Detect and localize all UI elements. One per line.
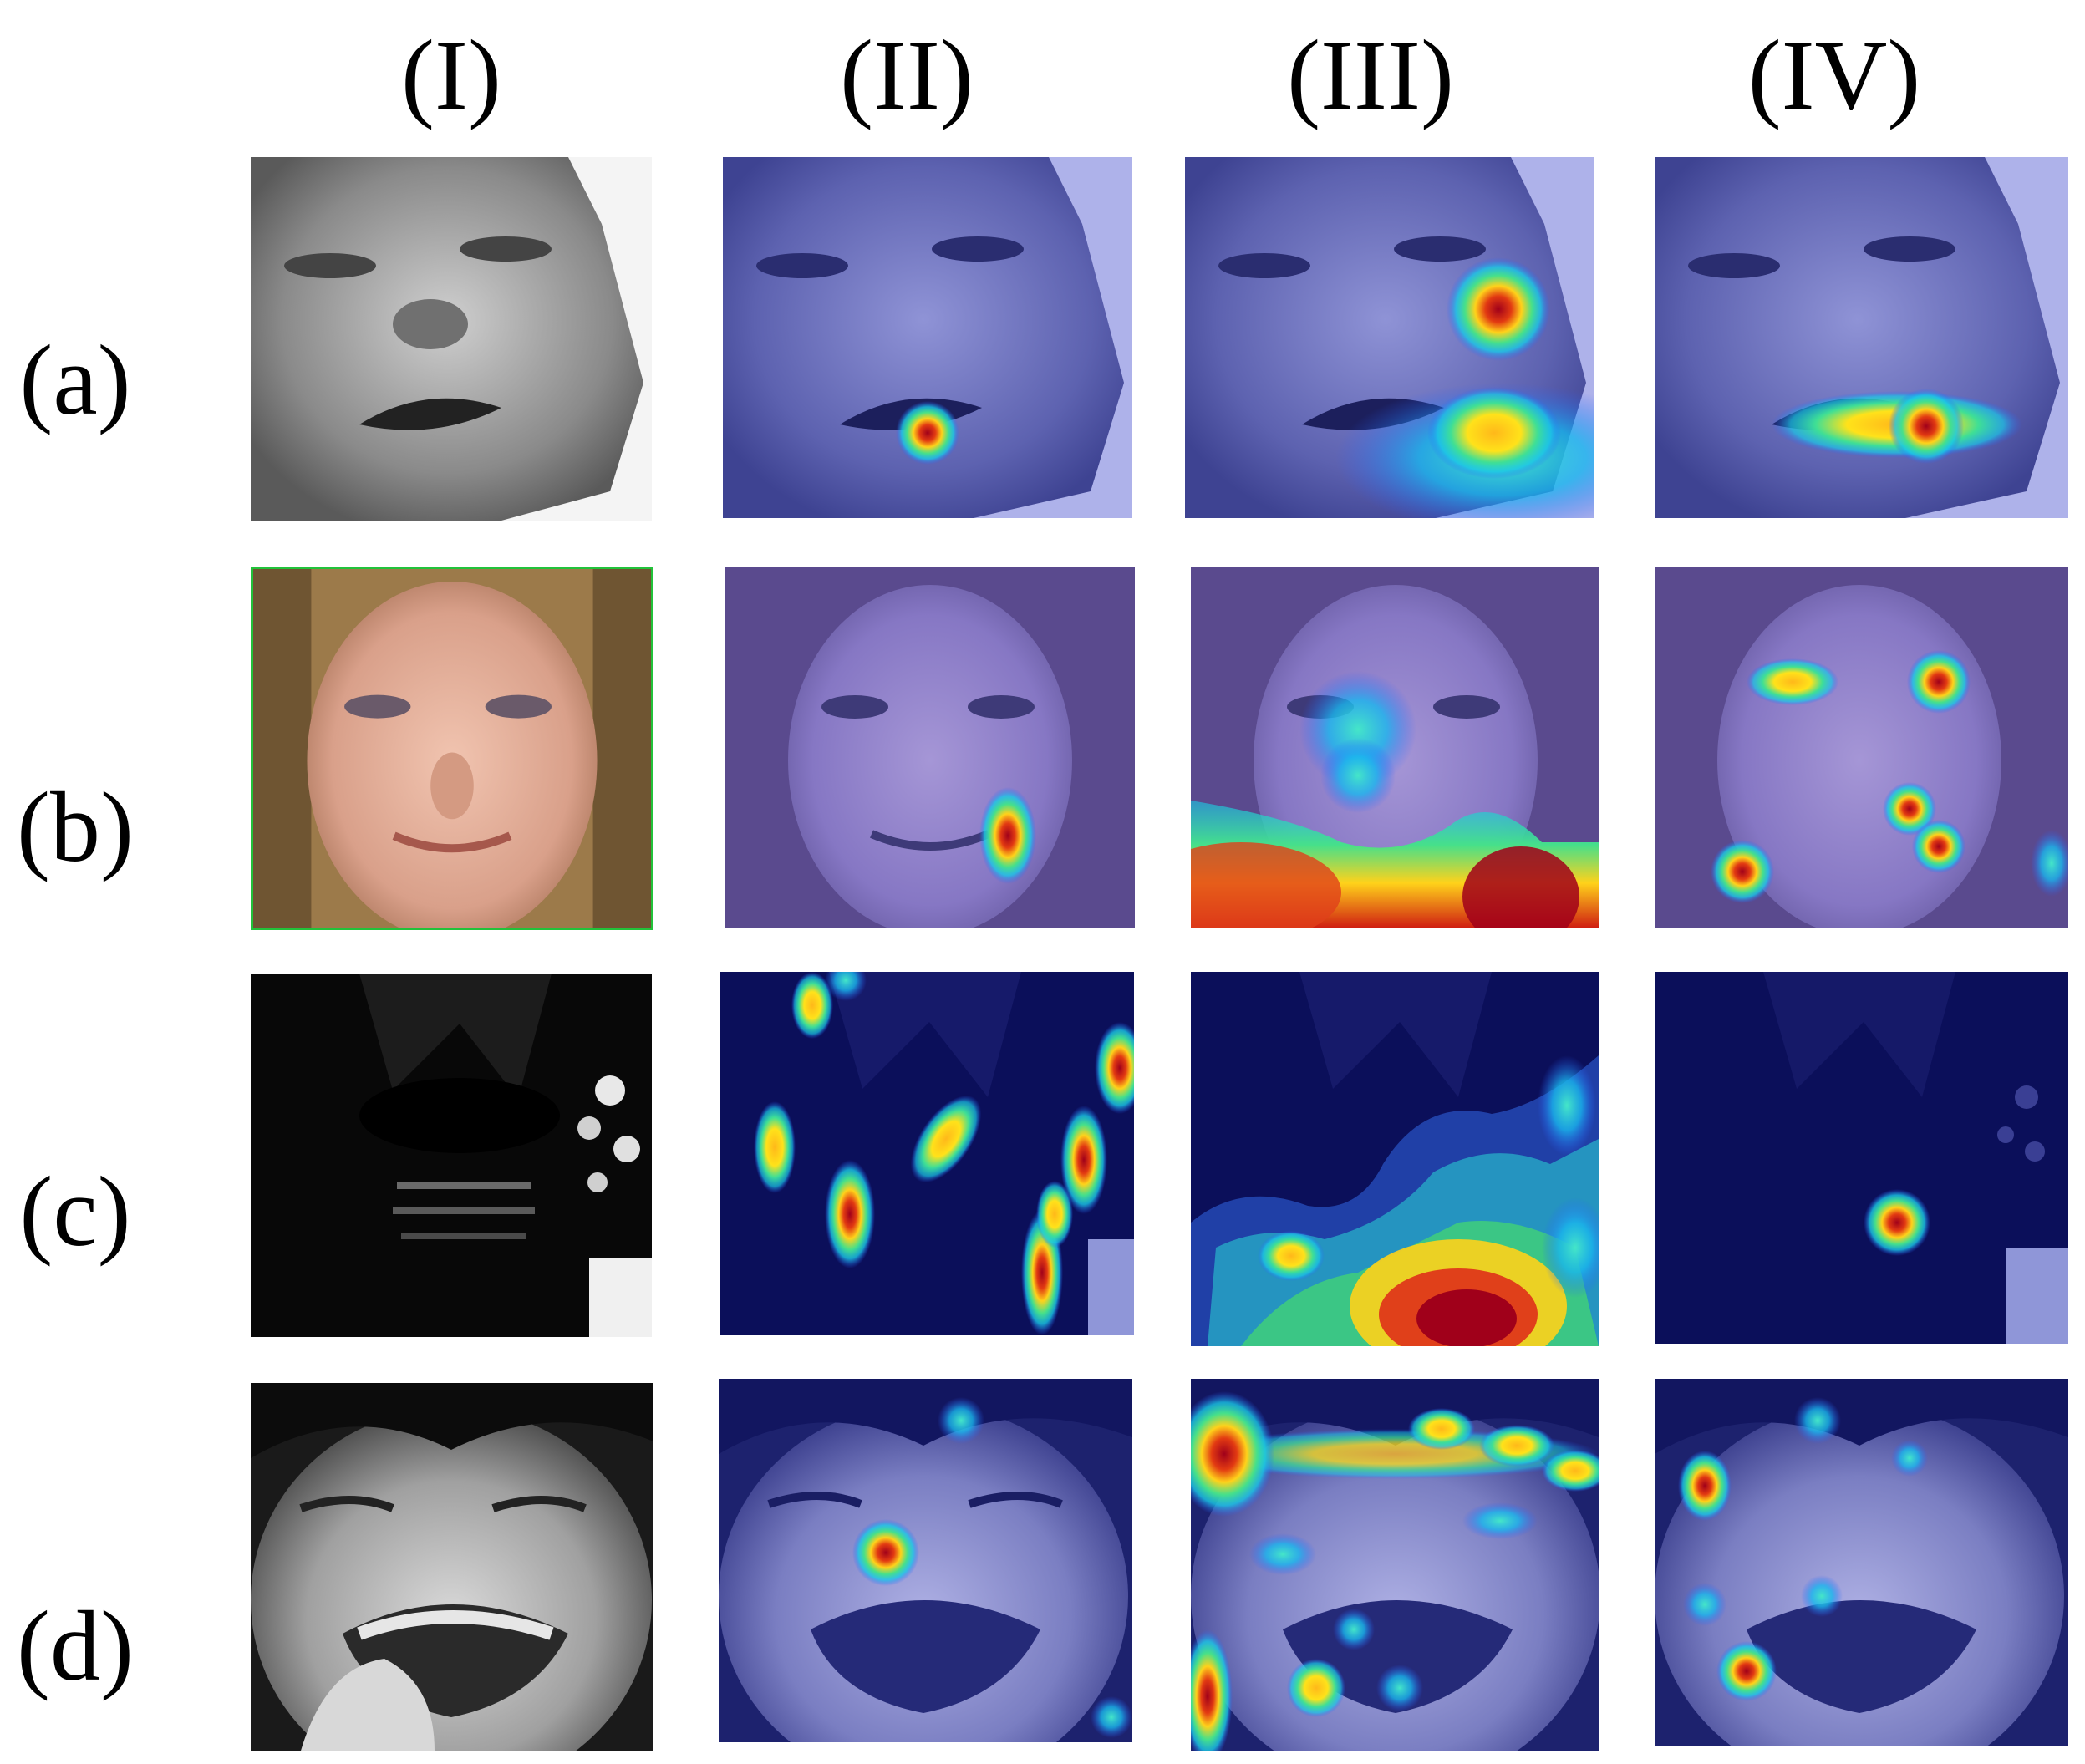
column-label-III: (III): [1287, 19, 1454, 130]
column-label-IV: (IV): [1747, 19, 1921, 130]
column-label-II: (II): [840, 19, 974, 130]
panel-a-IV-heatmap: [1655, 157, 2068, 518]
panel-c-IV-heatmap: [1655, 972, 2068, 1344]
column-label-I: (I): [401, 19, 501, 130]
panel-c-I-input-image: [251, 974, 652, 1337]
panel-a-I-input-image: [251, 157, 652, 521]
panel-d-I-input-image: [251, 1383, 653, 1751]
panel-d-III-heatmap: [1191, 1379, 1599, 1751]
row-label-d: (d): [17, 1590, 134, 1701]
panel-b-I-input-image: [251, 567, 653, 930]
panel-d-IV-heatmap: [1655, 1379, 2068, 1746]
panel-a-II-heatmap: [723, 157, 1132, 518]
panel-c-III-heatmap: [1191, 972, 1599, 1346]
panel-b-IV-heatmap: [1655, 567, 2068, 928]
panel-b-III-heatmap: [1191, 567, 1599, 928]
row-label-a: (a): [19, 324, 131, 435]
row-label-b: (b): [17, 771, 134, 882]
panel-b-II-heatmap: [725, 567, 1135, 928]
row-label-c: (c): [19, 1156, 131, 1267]
panel-d-II-heatmap: [719, 1379, 1132, 1742]
panel-a-III-heatmap: [1185, 157, 1594, 518]
panel-c-II-heatmap: [720, 972, 1134, 1335]
